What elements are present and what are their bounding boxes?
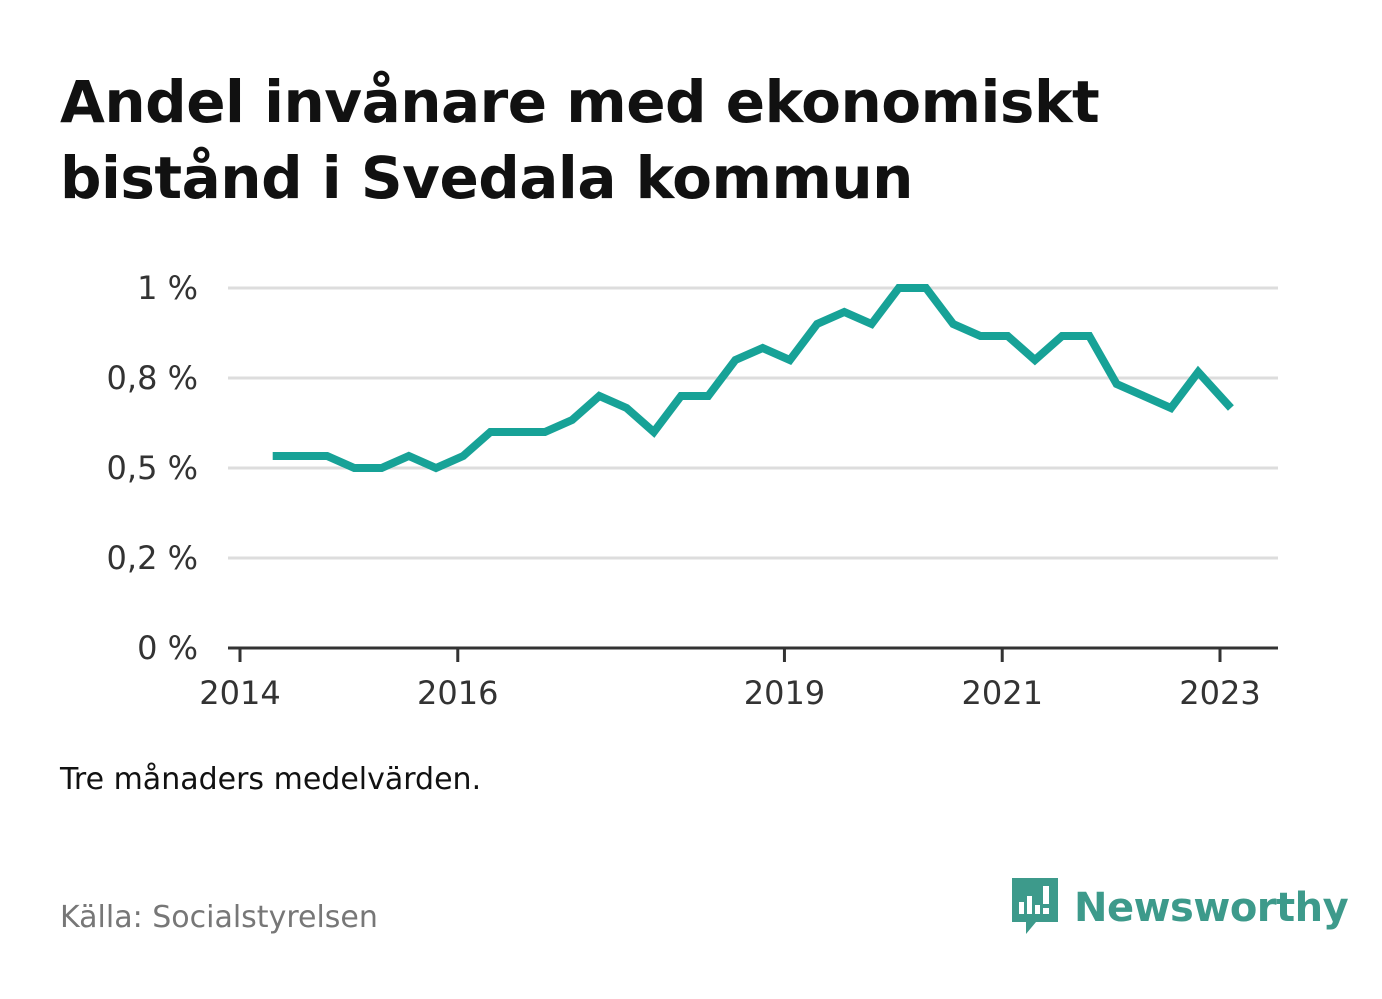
brand-logo[interactable]: Newsworthy	[1010, 876, 1349, 940]
x-tick-label: 2021	[962, 674, 1043, 712]
chart-note: Tre månaders medelvärden.	[60, 762, 482, 797]
x-tick-label: 2016	[417, 674, 498, 712]
x-tick-label: 2014	[199, 674, 280, 712]
y-tick-label: 0,8 %	[107, 359, 198, 397]
x-tick-labels: 2014 2016 2019 2021 2023	[199, 674, 1260, 712]
source-text: Källa: Socialstyrelsen	[60, 900, 378, 935]
x-tick-label: 2023	[1179, 674, 1260, 712]
series	[272, 284, 1234, 473]
y-tick-label: 0 %	[137, 629, 198, 667]
brand-name: Newsworthy	[1074, 885, 1349, 931]
y-tick-label: 0,5 %	[107, 449, 198, 487]
gridlines	[228, 286, 1278, 560]
y-tick-label: 1 %	[137, 269, 198, 307]
newsworthy-logo-icon	[1010, 876, 1060, 940]
x-axis	[228, 646, 1278, 662]
y-tick-labels: 0 % 0,2 % 0,5 % 0,8 % 1 %	[107, 269, 198, 667]
chart-title: Andel invånare med ekonomiskt bistånd i …	[60, 68, 1100, 212]
x-tick-label: 2019	[744, 674, 825, 712]
series-line	[272, 284, 1234, 473]
y-tick-label: 0,2 %	[107, 539, 198, 577]
